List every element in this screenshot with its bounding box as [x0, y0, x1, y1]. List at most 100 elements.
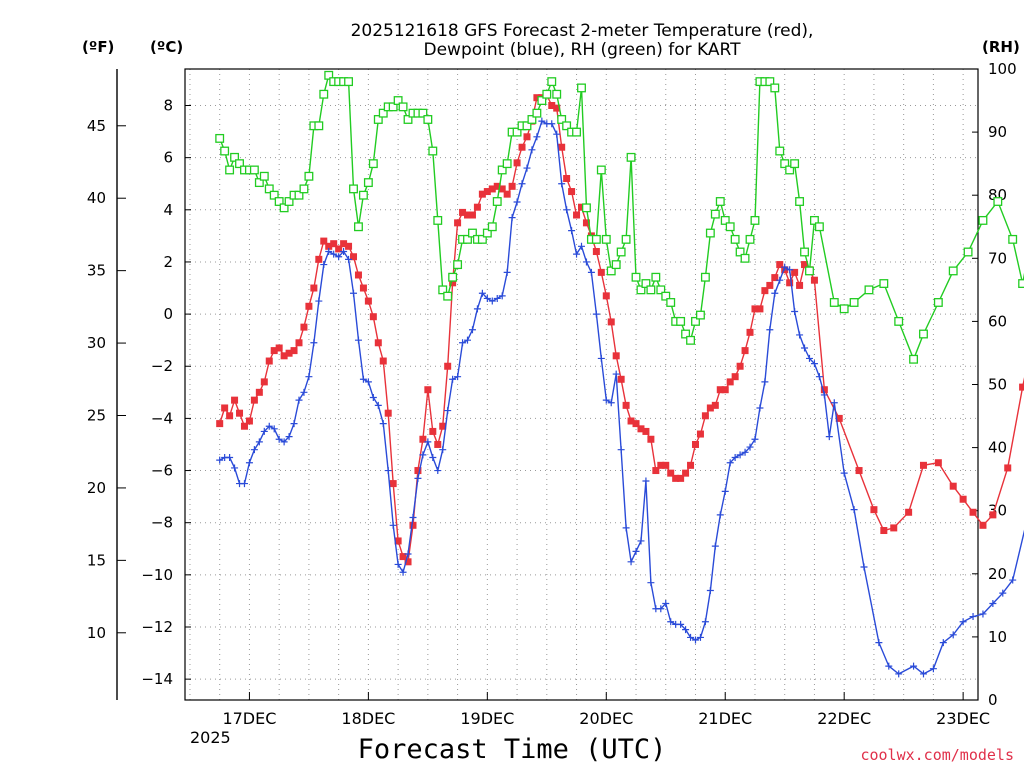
- rh-point: [681, 329, 691, 339]
- dewpoint-point: [617, 446, 625, 454]
- dewpoint-point: [677, 620, 685, 628]
- temperature-point: [741, 347, 749, 355]
- rh-point: [631, 272, 641, 282]
- time-tick-label: 17DEC: [222, 709, 276, 728]
- temperature-point: [801, 261, 809, 269]
- temperature-point: [335, 245, 343, 253]
- dewpoint-point: [949, 631, 957, 639]
- rh-point: [487, 222, 497, 232]
- temperature-point: [444, 362, 452, 370]
- time-axis: 17DEC 18DEC 19DEC 20DEC 21DEC 22DEC 23DEC: [222, 692, 990, 728]
- rh-point: [696, 310, 705, 320]
- celsius-tick-label: 2: [163, 253, 173, 271]
- dewpoint-point: [255, 438, 263, 446]
- rh-tick-label: 100: [988, 60, 1017, 78]
- celsius-tick-label: −8: [151, 514, 173, 532]
- dewpoint-point: [290, 420, 298, 428]
- dewpoint-point: [478, 289, 486, 297]
- dewpoint-point: [632, 547, 640, 555]
- temperature-point: [513, 159, 521, 167]
- dewpoint-point: [731, 454, 739, 462]
- temperature-point: [464, 211, 472, 219]
- temperature-point: [364, 297, 372, 305]
- temperature-point: [662, 461, 670, 469]
- rh-tick-label: 0: [988, 691, 998, 709]
- fahrenheit-axis: 45 40 35 30 25 20 15 10: [87, 117, 126, 642]
- rh-point: [646, 285, 656, 295]
- dewpoint-point: [716, 511, 724, 519]
- rh-point: [235, 159, 244, 169]
- dewpoint-point: [751, 435, 759, 443]
- temperature-point: [389, 480, 397, 488]
- rh-point: [279, 203, 289, 213]
- rh-point: [909, 354, 919, 364]
- temperature-point: [315, 255, 323, 263]
- temperature-point: [340, 240, 348, 248]
- rh-point: [582, 203, 591, 213]
- temperature-point: [454, 219, 462, 227]
- rh-point: [919, 329, 928, 339]
- rh-point: [611, 260, 621, 270]
- rh-point: [601, 234, 611, 244]
- temperature-point: [637, 425, 645, 433]
- temperature-point: [255, 388, 263, 396]
- temperature-point: [325, 242, 333, 250]
- dewpoint-point: [746, 443, 754, 451]
- temperature-point: [934, 459, 942, 467]
- x-axis-label: Forecast Time (UTC): [358, 734, 667, 765]
- temperature-point: [706, 404, 714, 412]
- dewpoint-point: [429, 454, 437, 462]
- dewpoint-point: [330, 250, 338, 258]
- dewpoint-point: [776, 276, 784, 284]
- dewpoint-point: [810, 360, 818, 368]
- temperature-point: [657, 461, 665, 469]
- dewpoint-point: [518, 180, 526, 188]
- dewpoint-point: [439, 446, 447, 454]
- rh-point: [254, 178, 264, 188]
- dewpoint-point: [830, 399, 838, 407]
- rh-point: [606, 266, 616, 276]
- temperature-point: [766, 281, 774, 289]
- temperature-point: [716, 386, 724, 394]
- dewpoint-point: [503, 268, 511, 276]
- time-tick-label: 23DEC: [936, 709, 990, 728]
- dewpoint-point: [305, 373, 313, 381]
- rh-tick-label: 80: [988, 186, 1007, 204]
- dewpoint-point: [919, 670, 927, 678]
- celsius-axis: 8 6 4 2 0 −2 −4 −6 −8 −10 −12 −14: [141, 97, 191, 688]
- rh-unit-label: (RH): [982, 38, 1020, 56]
- rh-point: [666, 298, 676, 307]
- year-label: 2025: [190, 728, 231, 747]
- temperature-point: [245, 417, 253, 425]
- rh-point: [636, 285, 646, 295]
- rh-point: [418, 108, 428, 118]
- dewpoint-point: [250, 446, 258, 454]
- dewpoint-point: [706, 586, 714, 594]
- temperature-point: [404, 558, 412, 566]
- temperature-point: [1019, 383, 1024, 391]
- temperature-point: [414, 467, 422, 475]
- temperature-point: [548, 102, 556, 110]
- rh-point: [577, 83, 586, 93]
- dewpoint-point: [394, 560, 402, 568]
- dewpoint-point: [766, 326, 774, 334]
- rh-point: [274, 197, 284, 206]
- series-layer: [215, 70, 1024, 678]
- dewpoint-point: [1009, 576, 1017, 584]
- temperature-point: [602, 292, 610, 300]
- rh-point: [438, 285, 448, 295]
- rh-point: [705, 228, 715, 238]
- rh-point: [259, 171, 269, 181]
- rh-point: [626, 152, 636, 162]
- rh-point: [477, 234, 487, 244]
- dewpoint-point: [781, 263, 789, 271]
- rh-point: [1008, 234, 1018, 244]
- dewpoint-point: [240, 480, 248, 488]
- temperature-point: [285, 349, 293, 357]
- rh-point: [299, 184, 309, 194]
- dewpoint-point: [825, 433, 833, 441]
- temperature-point: [354, 271, 362, 279]
- rh-point: [596, 165, 606, 175]
- dewpoint-point: [265, 422, 273, 430]
- fahrenheit-tick-label: 10: [87, 624, 106, 642]
